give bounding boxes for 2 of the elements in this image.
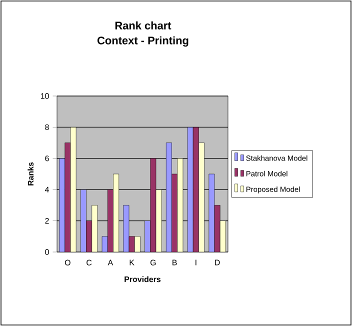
chart-subtitle: Context - Printing xyxy=(97,36,188,47)
chart-title: Rank chart xyxy=(115,21,172,30)
